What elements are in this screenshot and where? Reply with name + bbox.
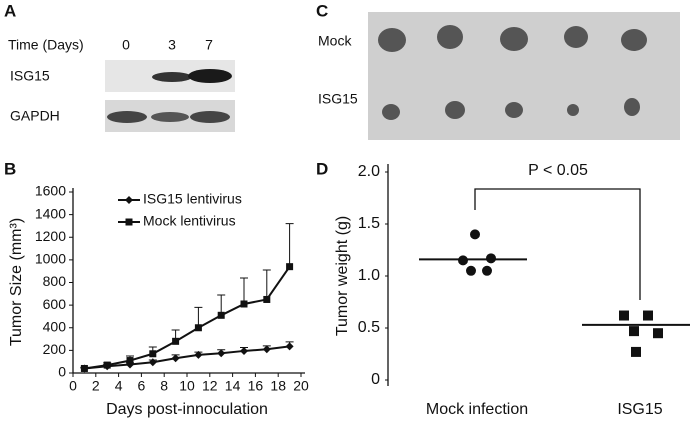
- x-tick-label: 14: [225, 378, 241, 394]
- band: [190, 111, 230, 123]
- point: [194, 324, 202, 332]
- point: [148, 358, 157, 367]
- point: [217, 349, 226, 358]
- error-bar: [285, 223, 294, 267]
- point: [470, 229, 480, 240]
- tumors: [378, 25, 647, 120]
- y-tick-label: 1200: [35, 228, 66, 244]
- point: [643, 310, 653, 321]
- point: [240, 300, 248, 308]
- point: [103, 361, 111, 369]
- point: [149, 350, 157, 358]
- y-tick-label: 800: [43, 273, 67, 289]
- point: [486, 253, 496, 264]
- y-tick-label: 200: [43, 341, 67, 357]
- x-tick-label: 20: [293, 378, 309, 394]
- point: [286, 263, 294, 271]
- y-tick-label: 1400: [35, 205, 66, 221]
- point: [262, 345, 271, 354]
- y-tick-label: 1.5: [358, 215, 380, 232]
- x-tick-label: 16: [248, 378, 264, 394]
- y-tick-label: 0.5: [358, 319, 380, 336]
- point: [653, 328, 663, 339]
- y-tick-label: 0: [58, 364, 66, 380]
- y-tick-label: 1000: [35, 251, 66, 267]
- legend-marker: [125, 196, 133, 204]
- band: [188, 69, 232, 83]
- error-bar: [262, 269, 271, 300]
- y-tick-label: 1600: [35, 183, 66, 199]
- point: [263, 295, 271, 303]
- point: [629, 326, 639, 337]
- x-tick-label: ISG15: [617, 401, 662, 418]
- x-tick-label: Mock infection: [426, 401, 528, 418]
- x-tick-label: 6: [138, 378, 146, 394]
- point: [126, 357, 134, 365]
- blot-row-label: GAPDH: [10, 108, 60, 124]
- point: [458, 255, 468, 266]
- legend-label: Mock lentivirus: [143, 213, 236, 229]
- band: [107, 111, 147, 123]
- x-tick-label: 12: [202, 378, 218, 394]
- series-line: [84, 266, 291, 370]
- error-bar: [240, 277, 248, 304]
- point: [631, 346, 641, 357]
- y-tick-label: 1.0: [358, 267, 380, 284]
- panel-label: C: [316, 1, 328, 20]
- series-line: [84, 345, 290, 370]
- legend-marker: [125, 218, 133, 226]
- x-tick-label: 8: [160, 378, 168, 394]
- y-tick-label: 400: [43, 318, 67, 334]
- x-axis-title: Days post-innoculation: [106, 401, 268, 418]
- band: [151, 112, 189, 122]
- blot-header: Time (Days): [8, 37, 84, 53]
- y-tick-label: 0: [371, 371, 380, 388]
- day-label: 0: [122, 37, 130, 53]
- y-tick-label: 600: [43, 296, 67, 312]
- point: [619, 310, 629, 321]
- day-label: 3: [168, 37, 176, 53]
- point: [285, 342, 294, 351]
- point: [466, 265, 476, 276]
- x-tick-label: 10: [179, 378, 195, 394]
- x-tick-label: 18: [270, 378, 286, 394]
- point: [217, 311, 225, 319]
- x-tick-label: 4: [115, 378, 123, 394]
- photo-row-label: Mock: [318, 33, 352, 49]
- panel-label: A: [4, 1, 16, 20]
- point: [171, 354, 180, 363]
- photo-row-label: ISG15: [318, 91, 358, 107]
- panel-label: D: [316, 159, 328, 178]
- point: [482, 265, 492, 276]
- legend-label: ISG15 lentivirus: [143, 191, 242, 207]
- point: [80, 364, 88, 372]
- band: [152, 72, 192, 82]
- panel-label: B: [4, 159, 16, 178]
- annotation: P < 0.05: [528, 162, 588, 179]
- significance-bracket: [474, 188, 641, 300]
- blot-row-label: ISG15: [10, 68, 50, 84]
- point: [240, 346, 248, 355]
- day-label: 7: [205, 37, 213, 53]
- x-tick-label: 2: [92, 378, 100, 394]
- point: [194, 350, 203, 359]
- y-tick-label: 2.0: [358, 163, 380, 180]
- point: [172, 337, 180, 345]
- y-axis-title: Tumor weight (g): [334, 216, 351, 336]
- x-tick-label: 0: [69, 378, 77, 394]
- y-axis-title: Tumor Size (mm³): [8, 218, 25, 346]
